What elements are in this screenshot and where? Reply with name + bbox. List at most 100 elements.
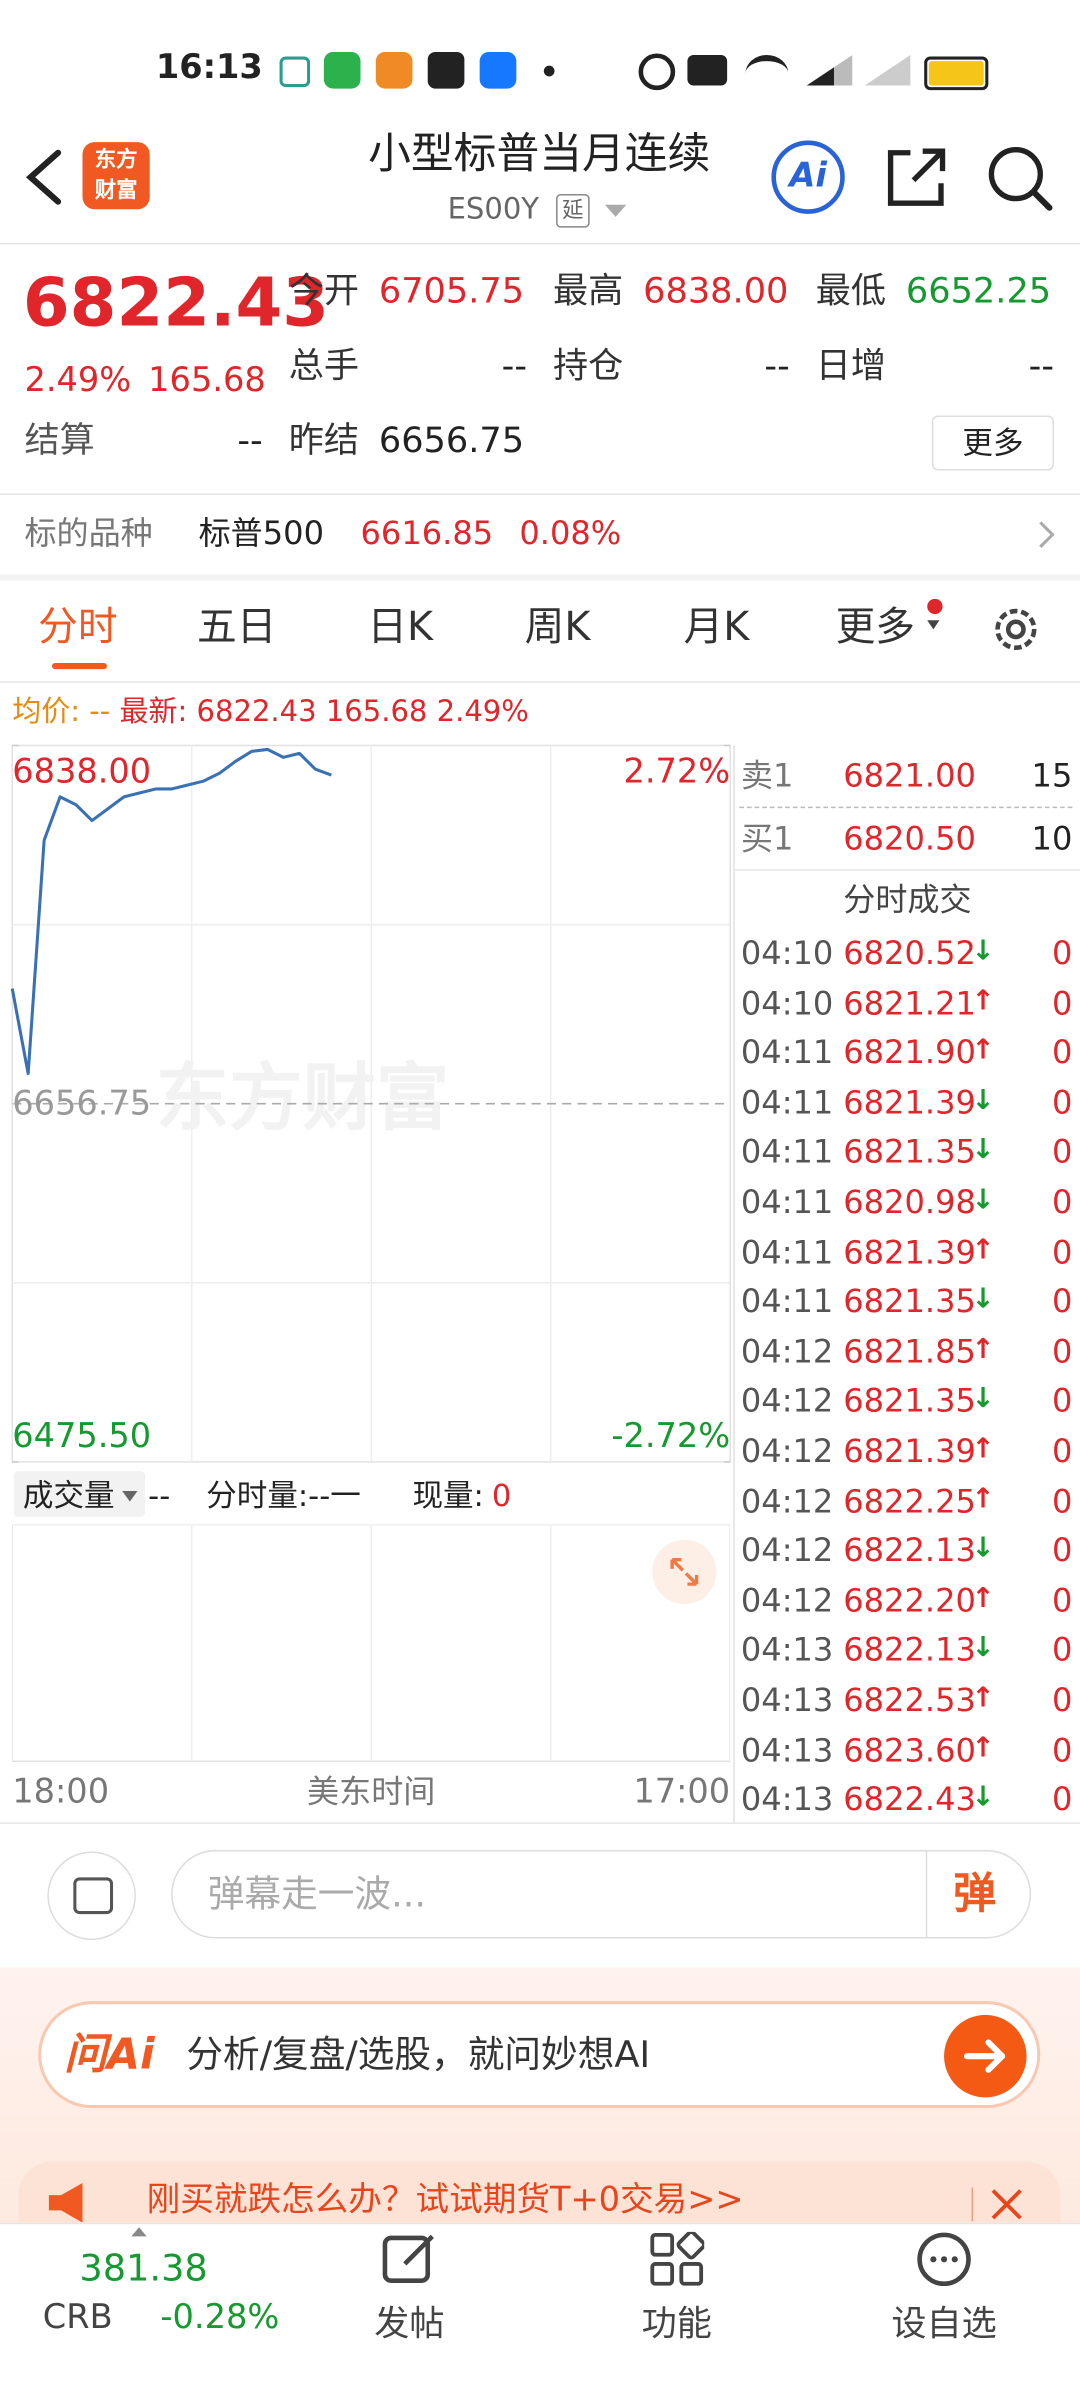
avg-value: -- — [89, 695, 111, 729]
watermark: 东方财富 — [156, 1056, 449, 1141]
trade-arrow: ↑ — [971, 1482, 995, 1515]
banner-close[interactable] — [988, 2186, 1025, 2223]
watchlist-icon[interactable] — [915, 2230, 973, 2288]
ask-size: 15 — [1031, 757, 1073, 795]
intraday-chart: 东方财富 6838.00 6656.75 6475.50 2.72% -2.72% — [10, 744, 731, 1463]
field-value: 6656.75 — [378, 421, 525, 462]
contract-code: ES00Y — [447, 192, 540, 227]
trade-time: 04:11 — [740, 1233, 834, 1271]
trade-price: 6821.39 — [843, 1084, 976, 1121]
trade-volume: 0 — [1051, 1432, 1073, 1470]
trade-arrow: ↑ — [971, 1233, 995, 1266]
change: 165.68 — [148, 362, 266, 401]
y2-tick-label: -2.72% — [611, 1416, 730, 1455]
hd-icon — [687, 54, 728, 86]
trade-volume: 0 — [1051, 1532, 1073, 1570]
tab[interactable]: 五日 — [197, 604, 277, 651]
trade-volume: 0 — [1051, 1084, 1073, 1121]
status-icon — [323, 51, 361, 89]
status-icon — [427, 51, 465, 89]
trade-price: 6822.13 — [843, 1532, 976, 1570]
trade-volume: 0 — [1051, 1681, 1073, 1719]
share-button[interactable] — [883, 144, 950, 211]
trade-arrow: ↓ — [971, 1283, 995, 1316]
page-title: 小型标普当月连续 — [368, 128, 711, 179]
tab[interactable]: 日K — [367, 604, 434, 651]
y-tick-label: 6656.75 — [12, 1084, 151, 1123]
trade-price: 6823.60 — [843, 1731, 976, 1769]
field-value: -- — [501, 346, 528, 387]
trade-price: 6822.53 — [843, 1681, 976, 1719]
megaphone-icon — [48, 2182, 83, 2223]
close-icon — [991, 2189, 1022, 2220]
chevron[interactable] — [1036, 519, 1057, 550]
avg-label: 均价: — [12, 695, 81, 729]
dropdown-caret[interactable] — [604, 204, 627, 217]
chart-legend: 均价: -- 最新: 6822.43 165.68 2.49% — [12, 695, 529, 730]
status-time: 16:13 — [155, 48, 263, 88]
trade-price: 6821.85 — [843, 1333, 976, 1370]
trade-volume: 0 — [1051, 1134, 1073, 1171]
current-volume-label: 现量: — [412, 1477, 484, 1514]
index-change: -0.28% — [160, 2299, 280, 2338]
comment-icon — [73, 1877, 114, 1915]
chevron-icon — [1039, 521, 1055, 548]
banner-text: 刚买就跌怎么办？试试期货T+0交易>> — [146, 2181, 744, 2220]
tab[interactable]: 更多 — [835, 604, 916, 651]
promo-banner[interactable] — [18, 2161, 1061, 2229]
function-icon[interactable] — [649, 2231, 705, 2287]
back-button[interactable] — [21, 147, 67, 208]
field-label: 日增 — [815, 346, 887, 387]
ai-button[interactable]: Ai — [771, 140, 845, 214]
ai-go-button[interactable] — [943, 2013, 1029, 2099]
trade-time: 04:11 — [740, 1283, 834, 1321]
book-divider — [739, 806, 1073, 809]
trade-arrow: ↓ — [971, 1532, 995, 1565]
watchlist-icon-dot — [941, 2256, 948, 2263]
trade-arrow: ↓ — [971, 1084, 995, 1117]
divider — [0, 1822, 1080, 1824]
search-button[interactable] — [985, 144, 1055, 214]
function-icon-cell — [679, 2261, 704, 2286]
search-icon — [1031, 189, 1053, 211]
expand-button[interactable] — [652, 1539, 717, 1604]
field-value: -- — [764, 346, 790, 387]
trade-volume: 0 — [1051, 1731, 1073, 1769]
expand-icon — [670, 1557, 699, 1586]
underlying-label: 标的品种 — [24, 514, 153, 552]
settings-button[interactable] — [987, 600, 1045, 658]
x-label-end: 17:00 — [633, 1773, 731, 1812]
nav-function[interactable]: 功能 — [641, 2305, 712, 2345]
alarm-icon — [638, 53, 676, 91]
field-value: -- — [237, 421, 263, 462]
trade-time: 04:12 — [740, 1383, 834, 1420]
trade-time: 04:10 — [740, 984, 834, 1022]
comment-input[interactable] — [171, 1849, 1032, 1939]
ai-search-bar[interactable] — [38, 2001, 1041, 2109]
nav-post[interactable]: 发帖 — [374, 2305, 445, 2345]
trade-arrow: ↑ — [971, 1731, 995, 1764]
watchlist-icon-circle — [917, 2232, 971, 2287]
comment-list-button[interactable] — [47, 1851, 136, 1941]
field-label: 最高 — [552, 271, 624, 312]
nav-watchlist[interactable]: 设自选 — [891, 2305, 997, 2345]
logo-line: 东方 — [94, 148, 138, 173]
more-button[interactable]: 更多 — [931, 415, 1055, 471]
function-icon-cell — [650, 2232, 675, 2257]
trade-price: 6822.20 — [843, 1582, 976, 1619]
tab[interactable]: 周K — [524, 604, 591, 651]
field-value: -- — [1028, 346, 1055, 387]
post-icon[interactable] — [380, 2230, 438, 2288]
logo-line: 财富 — [94, 178, 138, 204]
trade-price: 6822.25 — [843, 1482, 976, 1520]
volume-selector-label: 成交量 — [22, 1477, 115, 1514]
ai-logo: 问Ai — [64, 2028, 155, 2080]
trade-arrow: ↓ — [971, 1134, 995, 1167]
tab[interactable]: 月K — [683, 604, 750, 651]
post-icon-box — [382, 2235, 431, 2283]
tab[interactable]: 分时 — [38, 604, 118, 651]
trade-time: 04:11 — [740, 1183, 834, 1221]
danmaku-button[interactable]: 弹 — [953, 1868, 997, 1919]
trades-title: 分时成交 — [843, 881, 972, 919]
y2-tick-label: 2.72% — [623, 751, 730, 790]
